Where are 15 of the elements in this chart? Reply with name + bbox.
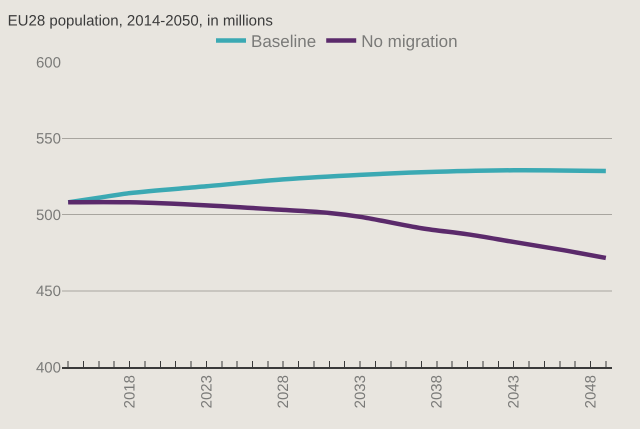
y-tick-label: 450 (36, 283, 61, 300)
x-tick-label: 2023 (198, 375, 216, 408)
x-tick-label: 2043 (506, 375, 523, 408)
x-tick-label: 2038 (428, 375, 446, 408)
x-tick-label: 2028 (275, 375, 292, 408)
y-tick-label: 600 (36, 54, 61, 72)
chart-title: EU28 population, 2014-2050, in millions (8, 12, 273, 30)
legend-label: Baseline (251, 32, 316, 52)
x-tick-label: 2033 (352, 375, 369, 408)
x-tick-label: 2048 (582, 375, 600, 408)
x-tick-label: 2018 (121, 375, 138, 408)
y-tick-label: 500 (36, 206, 61, 224)
y-tick-label: 400 (36, 359, 61, 376)
y-tick-label: 550 (36, 130, 61, 148)
legend-label: No migration (361, 32, 458, 52)
